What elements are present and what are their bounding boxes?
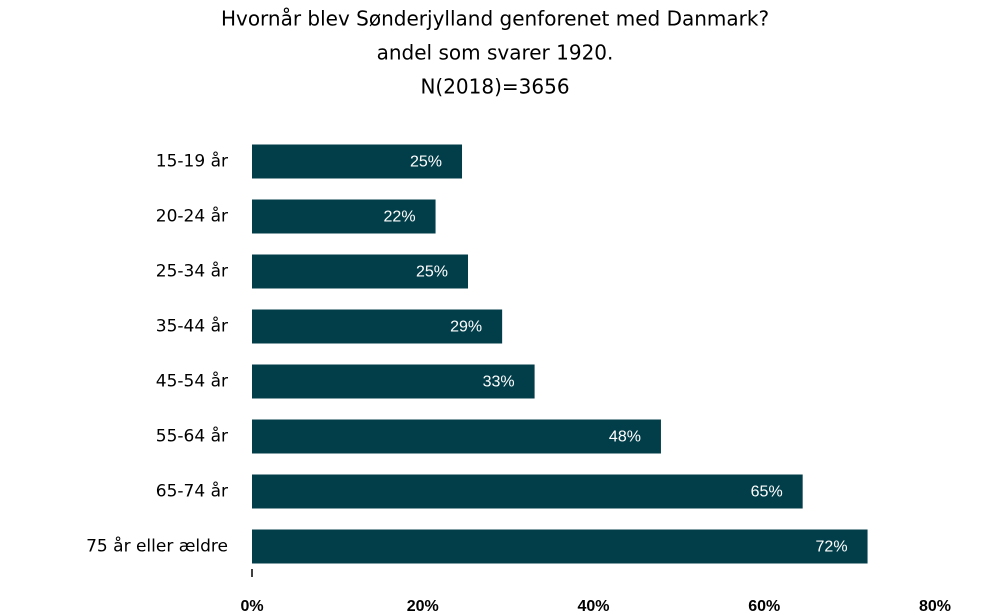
bar (252, 199, 436, 234)
value-label: 29% (450, 319, 482, 336)
bar (252, 419, 661, 454)
y-tick-label: 35-44 år (156, 316, 228, 337)
value-label: 48% (609, 429, 641, 446)
bar (252, 144, 463, 179)
x-tick-label: 40% (577, 598, 609, 615)
y-tick-label: 55-64 år (156, 426, 228, 447)
y-tick-label: 45-54 år (156, 371, 228, 392)
bar (252, 364, 535, 399)
x-tick-label: 60% (748, 598, 780, 615)
x-tick-label: 20% (407, 598, 439, 615)
bar (252, 474, 803, 509)
value-label: 22% (384, 209, 416, 226)
x-tick-label: 80% (919, 598, 951, 615)
x-tick-label: 0% (240, 598, 263, 615)
y-tick-label: 20-24 år (156, 206, 228, 227)
bar (252, 529, 868, 564)
value-label: 25% (416, 264, 448, 281)
y-tick-label: 75 år eller ældre (86, 536, 228, 557)
y-tick-label: 15-19 år (156, 151, 228, 172)
chart-title: N(2018)=3656 (420, 75, 569, 99)
bar (252, 309, 503, 344)
value-label: 72% (816, 539, 848, 556)
value-label: 25% (410, 154, 442, 171)
y-tick-label: 25-34 år (156, 261, 228, 282)
chart-title: andel som svarer 1920. (377, 41, 614, 65)
bar (252, 254, 468, 289)
y-tick-label: 65-74 år (156, 481, 228, 502)
chart-title: Hvornår blev Sønderjylland genforenet me… (221, 7, 769, 31)
value-label: 33% (483, 374, 515, 391)
value-label: 65% (751, 484, 783, 501)
